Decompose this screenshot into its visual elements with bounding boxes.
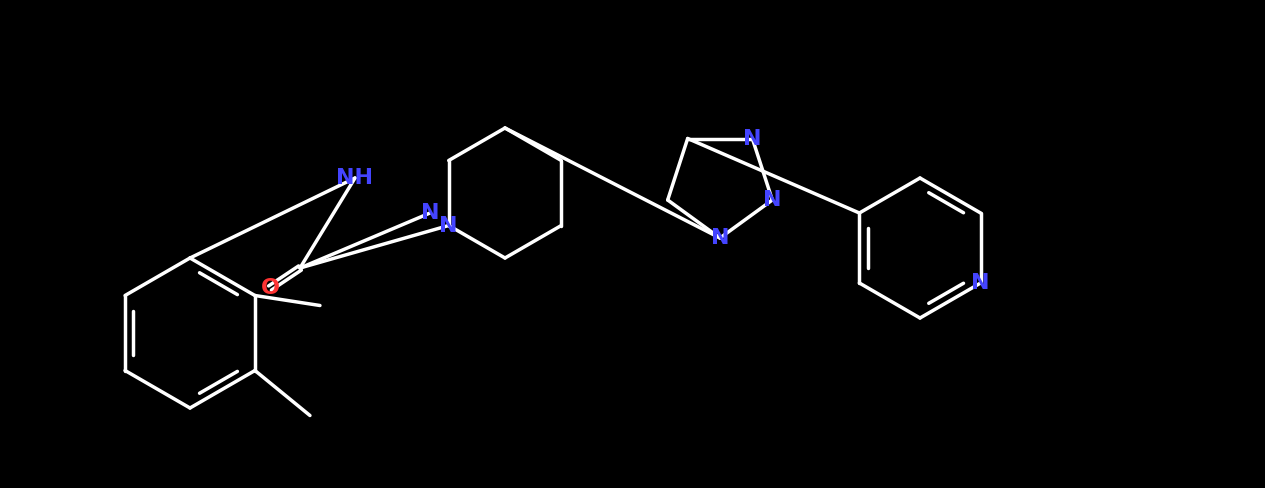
Text: N: N (763, 190, 782, 210)
Text: NH: NH (336, 168, 373, 188)
Text: N: N (421, 203, 439, 223)
Text: O: O (261, 278, 280, 298)
Text: N: N (972, 273, 990, 293)
Text: N: N (711, 228, 729, 248)
Text: N: N (439, 216, 458, 236)
Text: N: N (743, 128, 762, 148)
